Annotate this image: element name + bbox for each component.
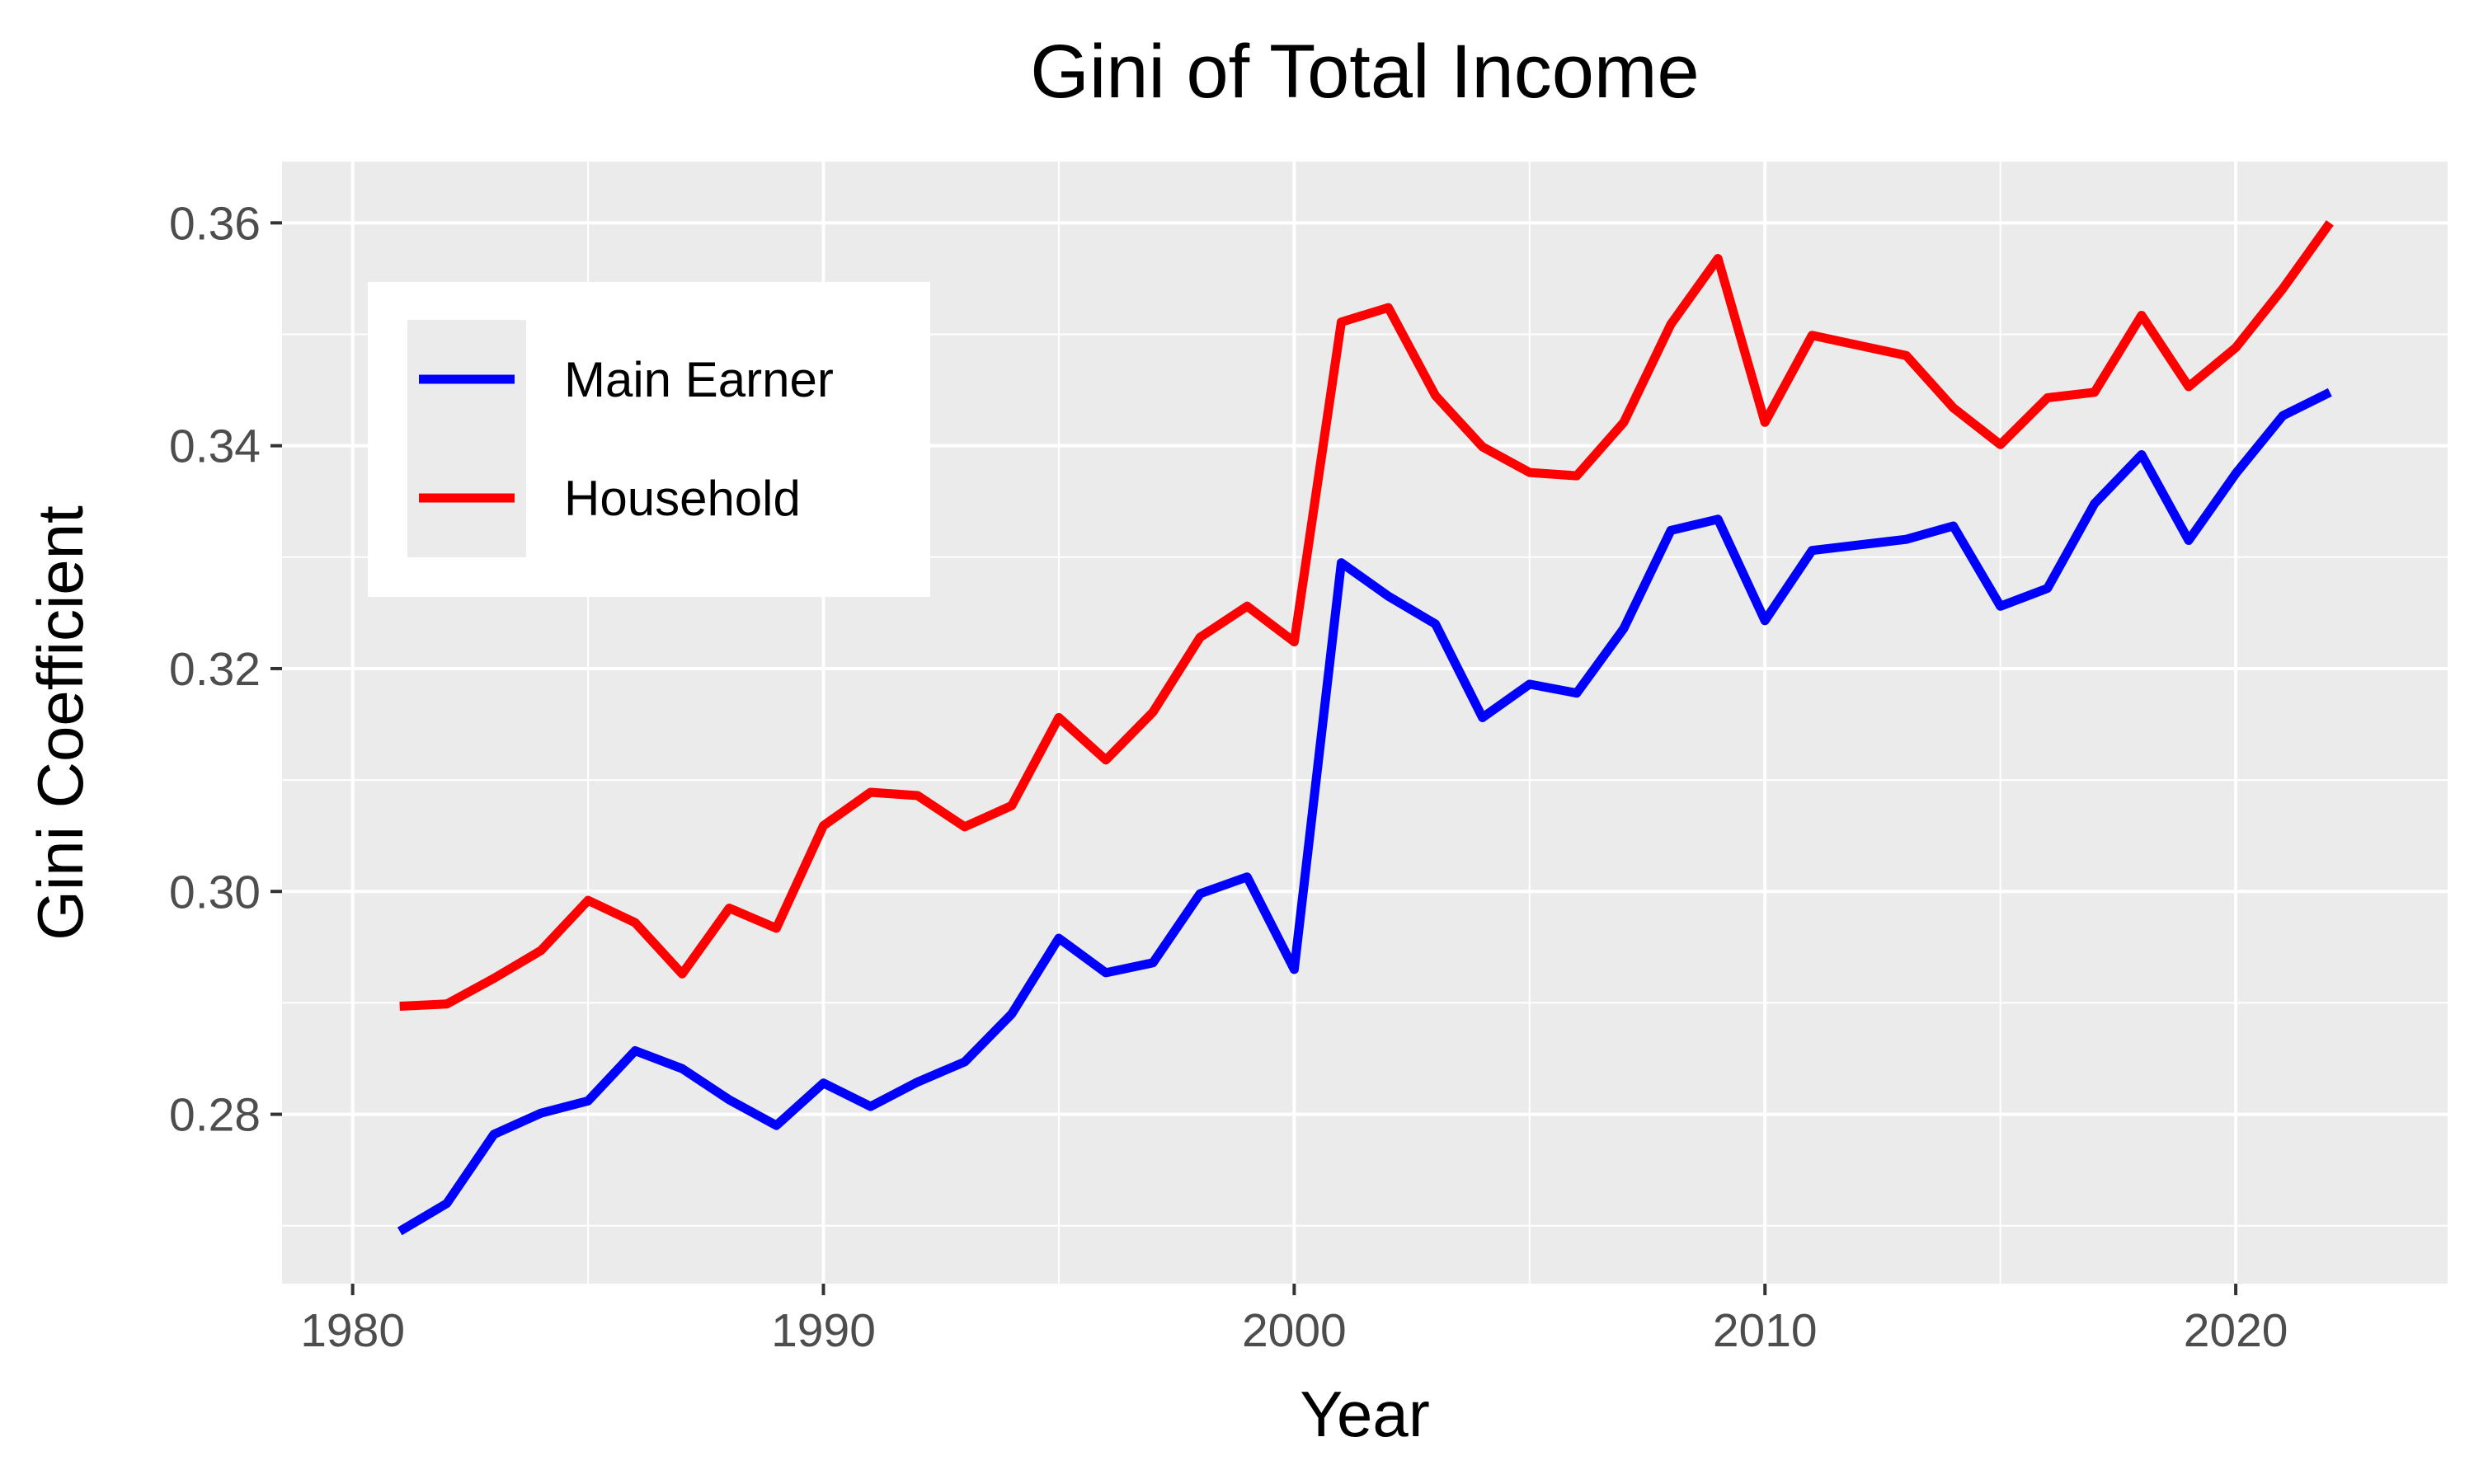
legend: Main Earner Household — [368, 282, 930, 597]
y-tick-label: 0.28 — [169, 1089, 261, 1142]
x-tick-label: 1990 — [771, 1304, 876, 1357]
legend-label: Household — [564, 471, 801, 526]
x-tick-label: 2010 — [1713, 1304, 1818, 1357]
y-tick-label: 0.36 — [169, 197, 261, 250]
y-tick-label: 0.30 — [169, 866, 261, 918]
x-tick-label: 2020 — [2184, 1304, 2288, 1357]
y-axis-title: Gini Coefficient — [24, 505, 96, 941]
x-tick-label: 1980 — [300, 1304, 405, 1357]
x-axis-title: Year — [1300, 1378, 1430, 1450]
series-layer — [397, 220, 2334, 1236]
legend-label: Main Earner — [564, 352, 834, 407]
chart-title: Gini of Total Income — [1030, 30, 1699, 114]
y-tick-label: 0.34 — [169, 420, 261, 473]
x-tick-label: 2000 — [1242, 1304, 1347, 1357]
series-line-household — [399, 220, 2334, 1011]
y-tick-label: 0.32 — [169, 643, 261, 696]
series-line-main-earner — [397, 387, 2332, 1236]
x-axis: 1980 1990 2000 2010 2020 — [300, 1284, 2288, 1357]
y-axis: 0.28 0.30 0.32 0.34 0.36 — [169, 197, 282, 1142]
